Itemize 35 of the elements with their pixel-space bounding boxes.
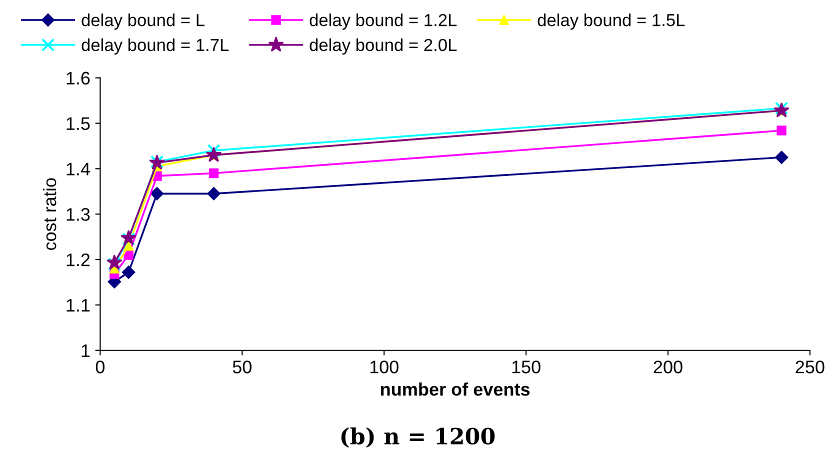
point [122, 266, 136, 279]
legend-label: delay bound = 2.0L [310, 38, 457, 55]
y-tick-label: 1.2 [66, 253, 90, 266]
legend-label: delay bound = 1.5L [538, 14, 685, 30]
y-tick-label: 1 [82, 344, 90, 357]
legend-label: delay bound = L [82, 14, 204, 30]
x-tick-label: 50 [232, 360, 252, 374]
point [774, 102, 788, 115]
y-tick-label: 1.5 [66, 117, 90, 130]
point [150, 187, 164, 200]
x-tick-label: 0 [96, 360, 105, 374]
point [207, 144, 220, 158]
x-tick-label: 100 [370, 360, 398, 374]
point [774, 102, 790, 118]
x-tick-label: 150 [512, 360, 540, 374]
point [124, 241, 134, 251]
x-axis-title: number of events [381, 382, 530, 396]
text: (b) n = 1200 [341, 427, 495, 448]
legend-label: delay bound = 1.7L [82, 38, 229, 55]
y-axis-title: cost ratio [42, 178, 56, 250]
point [124, 250, 134, 260]
y-tick-label: 1.4 [66, 162, 90, 176]
point [208, 168, 219, 178]
y-tick-label: 1.6 [66, 72, 90, 85]
x-tick-label: 200 [654, 360, 682, 374]
point [774, 150, 788, 164]
y-tick-label: 1.3 [66, 208, 90, 221]
y-tick-label: 1.1 [66, 299, 90, 312]
point [206, 146, 222, 162]
point [776, 126, 786, 136]
x-tick-label: 250 [796, 360, 824, 374]
legend-label: delay bound = 1.2L [310, 14, 457, 30]
point [207, 187, 220, 200]
point [106, 254, 122, 270]
point [108, 257, 121, 271]
